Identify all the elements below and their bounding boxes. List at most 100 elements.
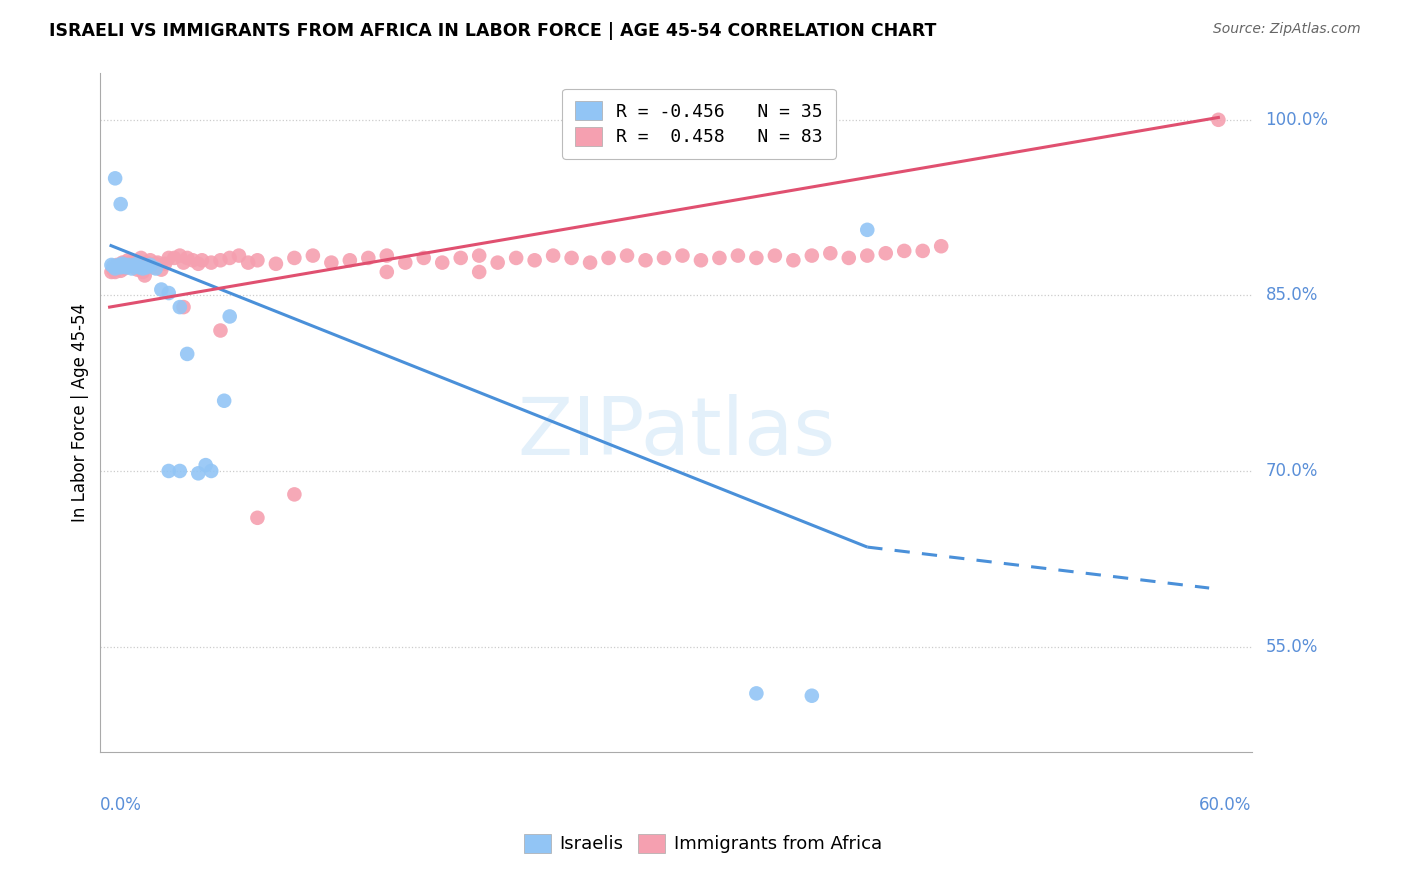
- Legend: Israelis, Immigrants from Africa: Israelis, Immigrants from Africa: [516, 827, 890, 861]
- Point: [561, 251, 583, 265]
- Point: [375, 249, 398, 263]
- Point: [112, 261, 135, 276]
- Point: [163, 251, 186, 265]
- Point: [264, 257, 287, 271]
- Point: [104, 265, 127, 279]
- Point: [727, 249, 749, 263]
- Point: [145, 261, 167, 276]
- Point: [302, 249, 325, 263]
- Text: ZIPatlas: ZIPatlas: [517, 393, 835, 472]
- Point: [856, 223, 879, 237]
- Point: [150, 262, 173, 277]
- Point: [129, 251, 152, 265]
- Point: [838, 251, 860, 265]
- Point: [187, 257, 209, 271]
- Point: [108, 258, 131, 272]
- Point: [121, 254, 143, 268]
- Point: [209, 253, 232, 268]
- Point: [139, 253, 162, 268]
- Point: [856, 249, 879, 263]
- Text: Source: ZipAtlas.com: Source: ZipAtlas.com: [1213, 22, 1361, 37]
- Point: [893, 244, 915, 258]
- Point: [375, 265, 398, 279]
- Point: [117, 258, 139, 272]
- Point: [112, 259, 135, 273]
- Point: [690, 253, 713, 268]
- Point: [118, 257, 141, 271]
- Point: [450, 251, 472, 265]
- Point: [191, 253, 214, 268]
- Text: ISRAELI VS IMMIGRANTS FROM AFRICA IN LABOR FORCE | AGE 45-54 CORRELATION CHART: ISRAELI VS IMMIGRANTS FROM AFRICA IN LAB…: [49, 22, 936, 40]
- Point: [157, 251, 180, 265]
- Point: [173, 300, 195, 314]
- Point: [187, 467, 209, 481]
- Point: [139, 258, 162, 272]
- Point: [110, 260, 132, 275]
- Point: [128, 255, 150, 269]
- Point: [176, 251, 198, 265]
- Point: [124, 260, 146, 275]
- Point: [169, 464, 191, 478]
- Point: [616, 249, 638, 263]
- Point: [486, 255, 509, 269]
- Point: [228, 249, 250, 263]
- Point: [541, 249, 564, 263]
- Point: [135, 260, 157, 275]
- Point: [150, 283, 173, 297]
- Point: [146, 255, 169, 269]
- Point: [394, 255, 416, 269]
- Point: [194, 458, 217, 472]
- Point: [103, 262, 125, 277]
- Point: [100, 265, 122, 279]
- Point: [169, 249, 191, 263]
- Point: [782, 253, 804, 268]
- Point: [153, 257, 176, 271]
- Point: [110, 264, 132, 278]
- Point: [157, 286, 180, 301]
- Point: [108, 260, 131, 275]
- Point: [820, 246, 842, 260]
- Point: [505, 251, 527, 265]
- Point: [157, 464, 180, 478]
- Point: [339, 253, 361, 268]
- Text: 70.0%: 70.0%: [1265, 462, 1317, 480]
- Point: [218, 251, 240, 265]
- Point: [132, 265, 155, 279]
- Point: [104, 171, 127, 186]
- Point: [105, 259, 128, 273]
- Point: [111, 255, 134, 269]
- Point: [523, 253, 546, 268]
- Point: [127, 262, 149, 277]
- Point: [579, 255, 602, 269]
- Point: [468, 249, 491, 263]
- Point: [118, 259, 141, 273]
- Point: [745, 251, 768, 265]
- Text: 0.0%: 0.0%: [100, 796, 142, 814]
- Point: [432, 255, 454, 269]
- Point: [468, 265, 491, 279]
- Point: [800, 689, 823, 703]
- Point: [246, 253, 269, 268]
- Point: [121, 261, 143, 276]
- Point: [671, 249, 693, 263]
- Point: [111, 257, 134, 271]
- Point: [283, 251, 305, 265]
- Point: [200, 464, 222, 478]
- Text: 85.0%: 85.0%: [1265, 286, 1317, 304]
- Point: [745, 686, 768, 700]
- Point: [142, 260, 165, 275]
- Point: [412, 251, 434, 265]
- Point: [122, 258, 145, 272]
- Point: [181, 253, 204, 268]
- Point: [800, 249, 823, 263]
- Point: [200, 255, 222, 269]
- Point: [1208, 112, 1230, 127]
- Point: [911, 244, 934, 258]
- Point: [135, 255, 157, 269]
- Point: [634, 253, 657, 268]
- Point: [218, 310, 240, 324]
- Point: [875, 246, 897, 260]
- Point: [115, 260, 138, 275]
- Point: [709, 251, 731, 265]
- Point: [117, 253, 139, 268]
